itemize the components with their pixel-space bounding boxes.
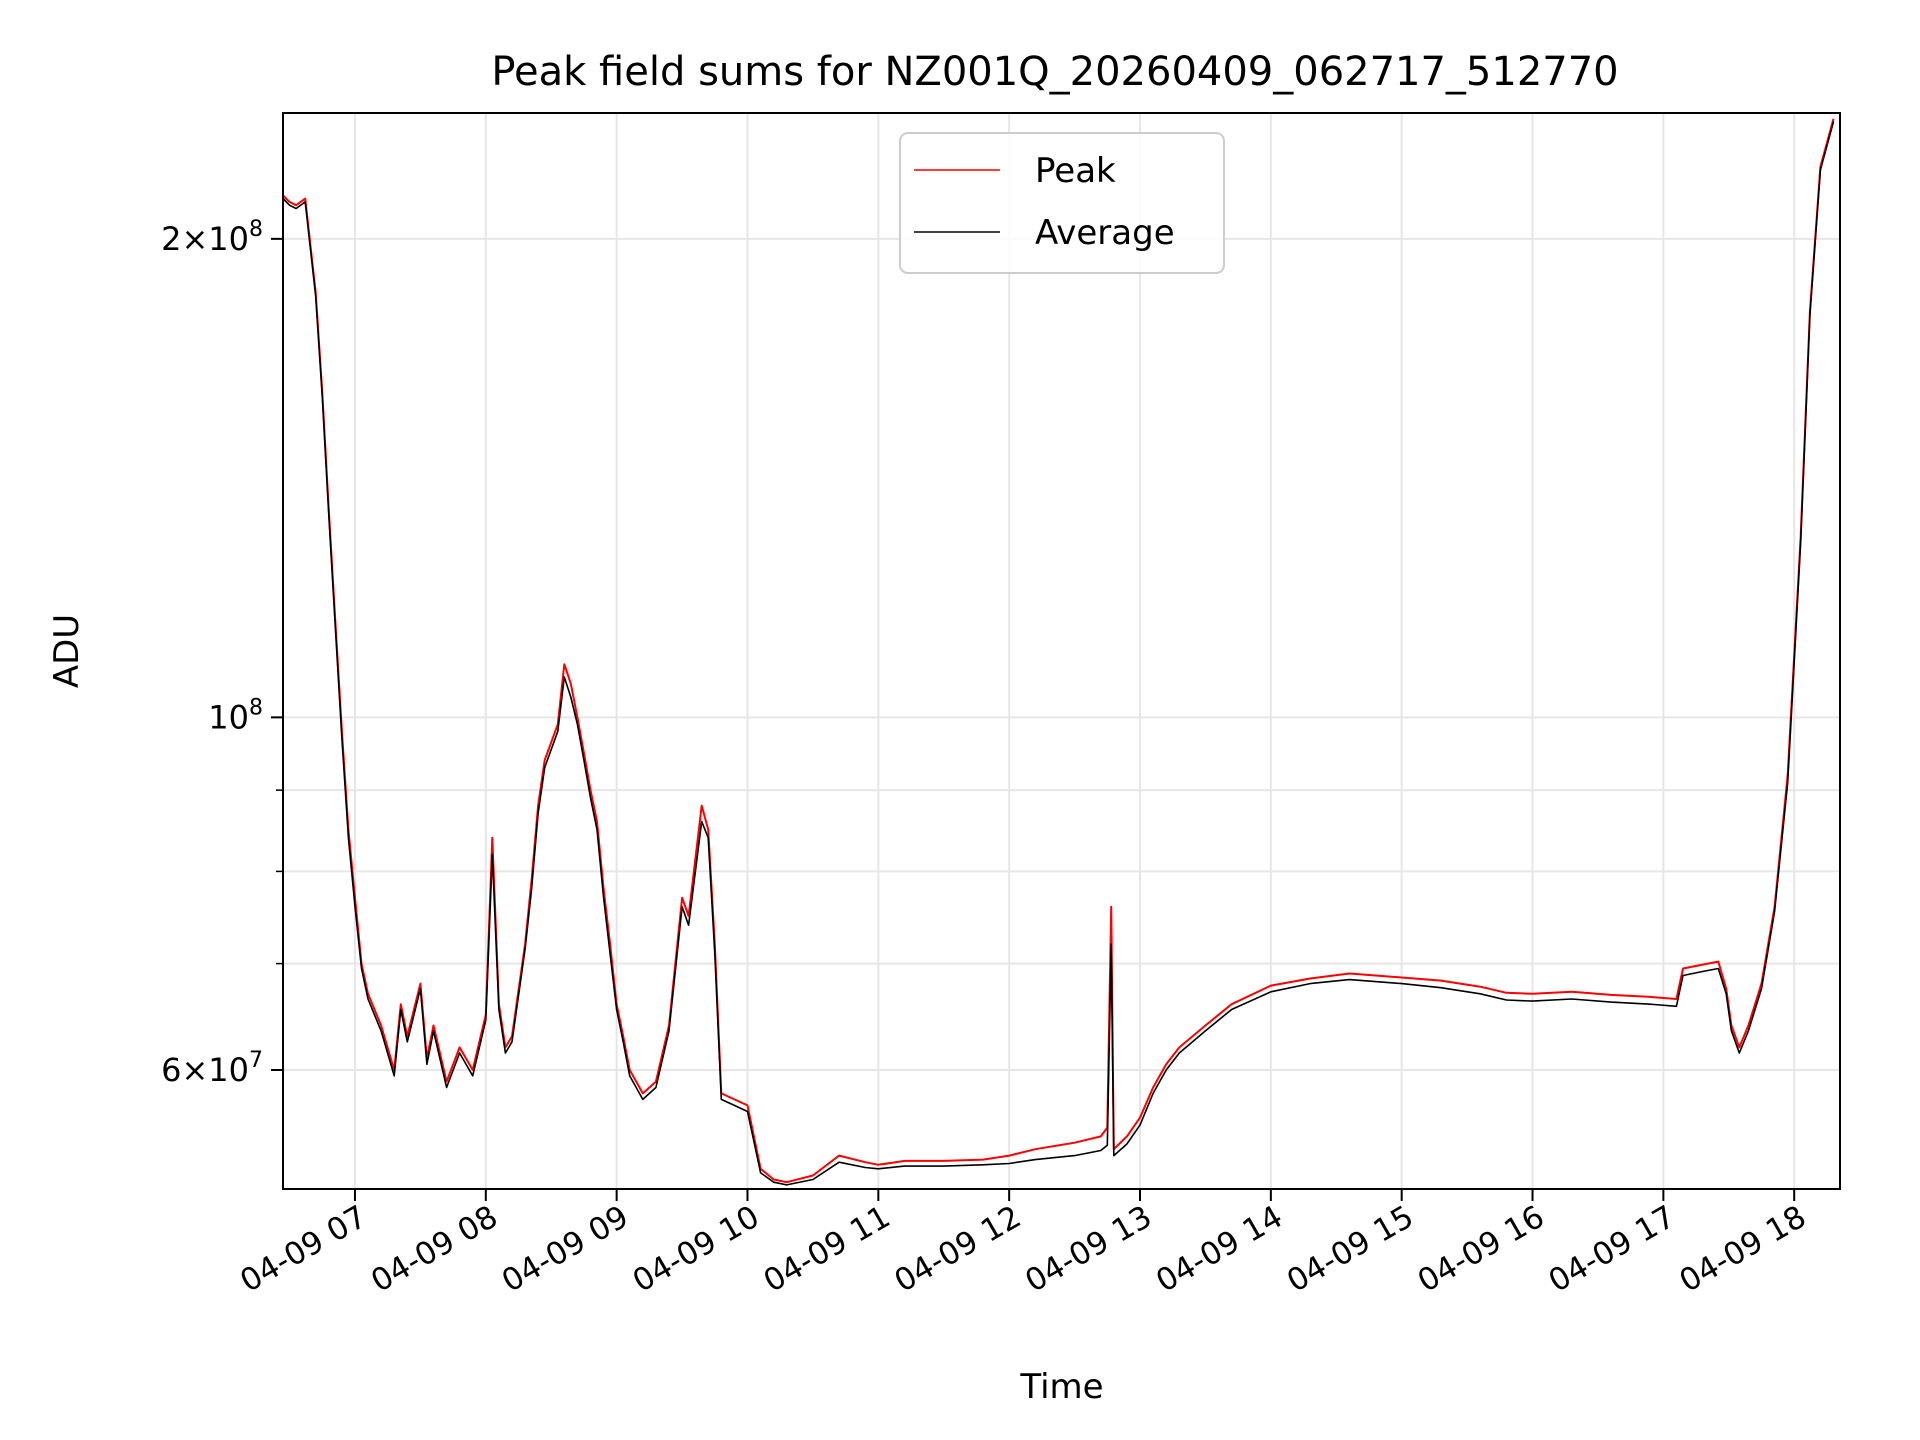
y-tick-label: 2×108 — [161, 217, 263, 258]
chart-title: Peak field sums for NZ001Q_20260409_0627… — [491, 49, 1618, 95]
legend: Peak Average — [899, 132, 1225, 274]
legend-box — [899, 132, 1225, 274]
series-group — [283, 118, 1835, 1186]
series-layer — [283, 118, 1835, 1186]
y-tick-label-base: 6×10 — [161, 1051, 249, 1089]
y-tick-label-base: 2×10 — [161, 220, 249, 258]
y-tick-label-exponent: 8 — [249, 217, 263, 242]
y-tick-label-exponent: 7 — [249, 1048, 263, 1073]
y-tick-label: 6×107 — [161, 1048, 263, 1089]
y-tick-label-exponent: 8 — [249, 695, 263, 720]
y-tick-label: 108 — [208, 695, 263, 736]
series-line-average — [283, 121, 1835, 1186]
x-axis-label: Time — [1019, 1367, 1103, 1407]
y-tick-label-base: 10 — [208, 698, 249, 736]
legend-label-peak: Peak — [1035, 151, 1116, 191]
y-axis-label: ADU — [47, 614, 87, 688]
legend-label-average: Average — [1035, 213, 1175, 253]
plot-frame — [282, 112, 1841, 1190]
